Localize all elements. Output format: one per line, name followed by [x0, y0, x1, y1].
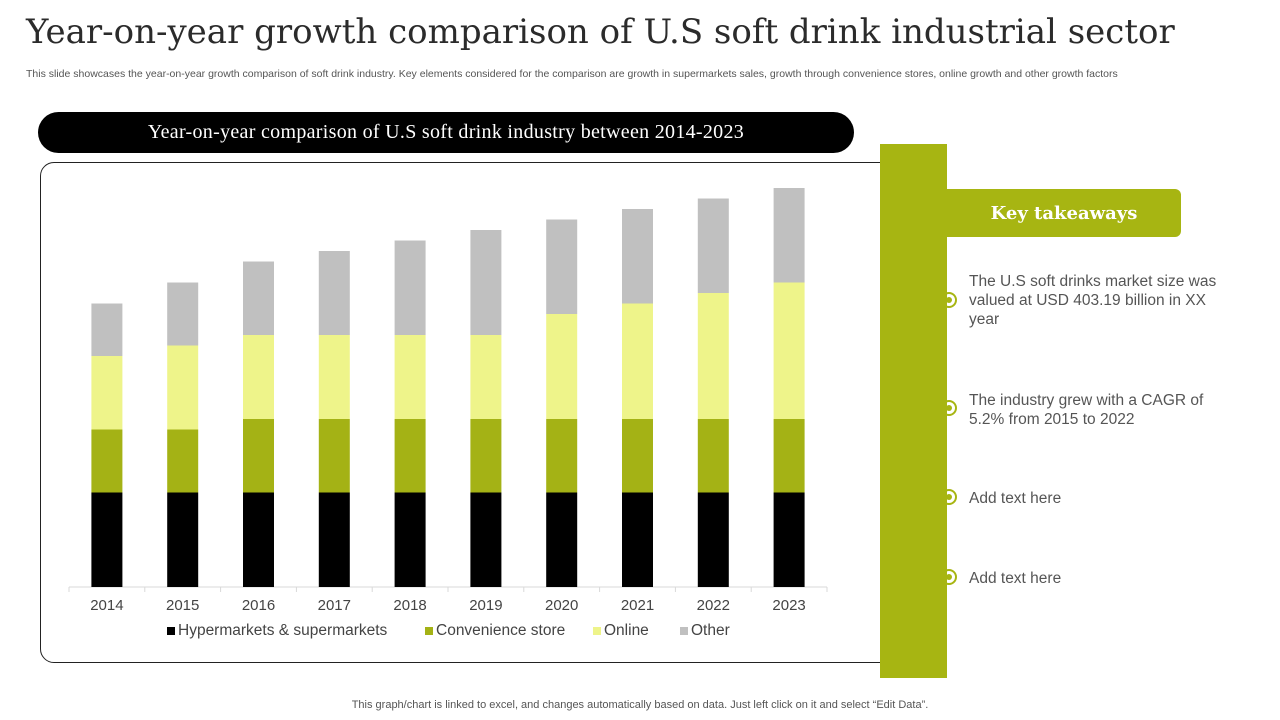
chart-container[interactable]: 2014 2015 2016 2017 2018 2019 2020 2021 2022 2023… — [40, 162, 916, 663]
bar-segment[interactable] — [773, 282, 805, 420]
bar-segment[interactable] — [773, 419, 805, 493]
bar-segment[interactable] — [318, 251, 350, 335]
bar-segment[interactable] — [773, 492, 805, 588]
bullet-icon — [941, 569, 957, 585]
bar-segment[interactable] — [243, 261, 274, 336]
bar-segment[interactable] — [394, 240, 426, 336]
bar-segment[interactable] — [167, 282, 199, 346]
bar-segment[interactable] — [470, 419, 502, 493]
bar-segment[interactable] — [697, 419, 729, 493]
bar-segment[interactable] — [394, 419, 426, 493]
bar-segment[interactable] — [167, 345, 199, 430]
bar-segment[interactable] — [243, 419, 274, 493]
legend-label: Other — [691, 622, 730, 639]
bar-segment[interactable] — [622, 303, 653, 420]
legend-swatch — [425, 627, 433, 635]
x-tick-label: 2018 — [393, 597, 426, 614]
bullet-icon — [941, 489, 957, 505]
bar-segment[interactable] — [91, 356, 123, 430]
bar-segment[interactable] — [394, 492, 426, 588]
bar-segment[interactable] — [546, 492, 578, 588]
x-tick-label: 2015 — [166, 597, 199, 614]
bar-segment[interactable] — [697, 198, 729, 294]
x-tick-label: 2017 — [318, 597, 351, 614]
page-title: Year-on-year growth comparison of U.S so… — [26, 12, 1175, 52]
legend-label: Online — [604, 622, 649, 639]
takeaway-item: The industry grew with a CAGR of 5.2% fr… — [969, 392, 1204, 428]
bar-segment[interactable] — [470, 335, 502, 419]
bar-segment[interactable] — [773, 188, 805, 283]
x-tick-label: 2019 — [469, 597, 502, 614]
x-tick-label: 2021 — [621, 597, 654, 614]
bar-segment[interactable] — [243, 335, 274, 419]
bar-segment[interactable] — [91, 303, 123, 357]
takeaway-item: Add text here — [969, 490, 1062, 507]
takeaway-item: The U.S soft drinks market size was valu… — [969, 273, 1217, 328]
bar-segment[interactable] — [622, 492, 653, 588]
bar-segment[interactable] — [470, 492, 502, 588]
x-tick-label: 2022 — [697, 597, 730, 614]
bar-segment[interactable] — [546, 314, 578, 419]
footer-note: This graph/chart is linked to excel, and… — [351, 699, 929, 711]
bar-segment[interactable] — [697, 293, 729, 419]
bar-segment[interactable] — [91, 492, 123, 588]
bar-segment[interactable] — [318, 335, 350, 419]
bar-segment[interactable] — [243, 492, 274, 588]
legend-swatch — [593, 627, 601, 635]
x-tick-label: 2023 — [772, 597, 805, 614]
page-subtitle: This slide showcases the year-on-year gr… — [26, 68, 1118, 80]
bar-segment[interactable] — [394, 335, 426, 419]
bar-segment[interactable] — [546, 419, 578, 493]
bar-segment[interactable] — [167, 492, 199, 588]
bullet-icon — [941, 400, 957, 416]
key-takeaways-heading: Key takeaways — [947, 189, 1181, 237]
x-tick-label: 2020 — [545, 597, 578, 614]
legend-label: Convenience store — [436, 622, 565, 639]
bar-segment[interactable] — [318, 492, 350, 588]
x-tick-label: 2014 — [90, 597, 123, 614]
takeaways-accent-bar — [880, 144, 947, 678]
bar-segment[interactable] — [470, 230, 502, 335]
takeaway-item: Add text here — [969, 570, 1062, 587]
bar-segment[interactable] — [697, 492, 729, 588]
legend-swatch — [167, 627, 175, 635]
legend-swatch — [680, 627, 688, 635]
bar-segment[interactable] — [546, 219, 578, 315]
bar-segment[interactable] — [167, 429, 199, 493]
stacked-bar-chart[interactable]: 2014 2015 2016 2017 2018 2019 2020 2021 2022 2023… — [41, 163, 917, 664]
bar-segment[interactable] — [622, 209, 653, 304]
bar-segment[interactable] — [91, 429, 123, 493]
legend-label: Hypermarkets & supermarkets — [178, 622, 388, 639]
bar-segment[interactable] — [318, 419, 350, 493]
bullet-icon — [941, 292, 957, 308]
bar-segment[interactable] — [622, 419, 653, 493]
chart-header: Year-on-year comparison of U.S soft drin… — [38, 112, 854, 153]
x-tick-label: 2016 — [242, 597, 275, 614]
